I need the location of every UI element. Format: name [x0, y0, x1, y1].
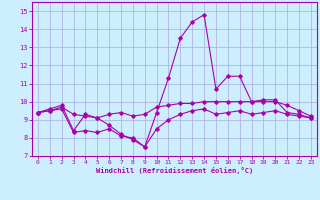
X-axis label: Windchill (Refroidissement éolien,°C): Windchill (Refroidissement éolien,°C) [96, 167, 253, 174]
